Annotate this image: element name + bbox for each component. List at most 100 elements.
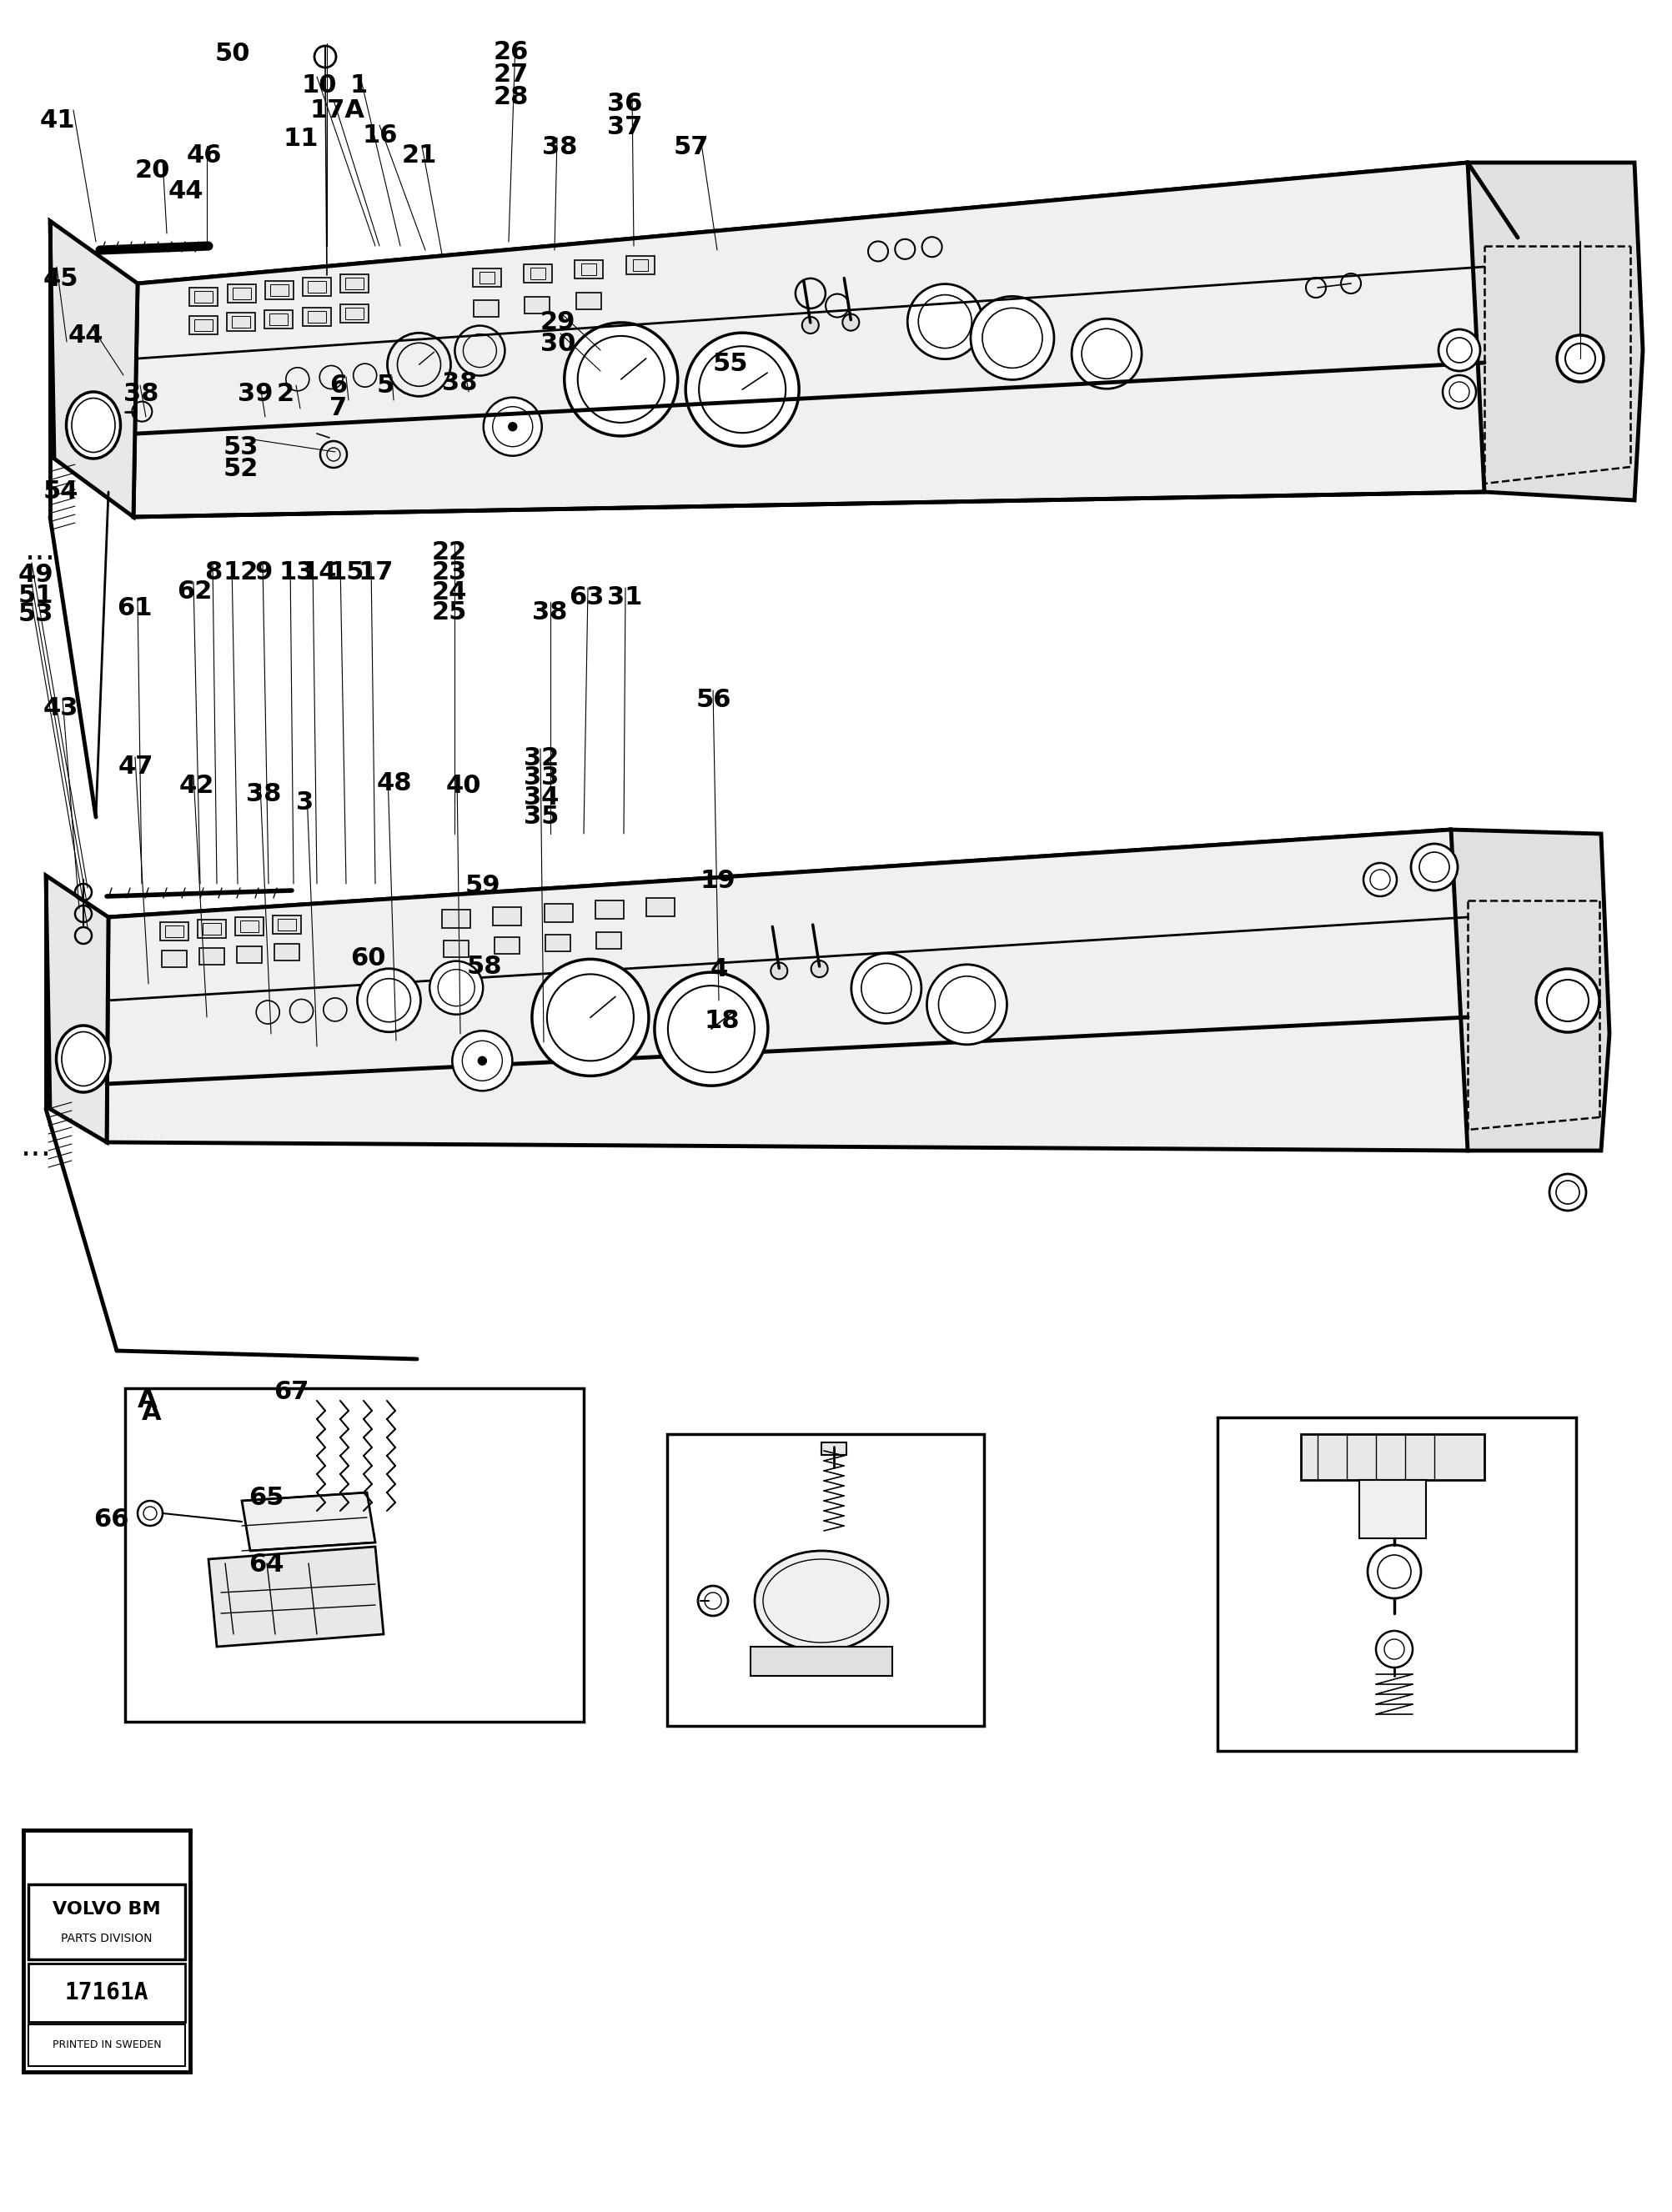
Bar: [28, 1885, 186, 1960]
Bar: [264, 310, 293, 330]
Bar: [273, 916, 301, 933]
Circle shape: [483, 398, 542, 456]
Text: 30: 30: [540, 332, 575, 356]
Text: 38: 38: [246, 783, 281, 805]
Bar: [161, 951, 186, 967]
Polygon shape: [1450, 830, 1608, 1150]
Bar: [308, 281, 326, 292]
Text: 59: 59: [465, 874, 500, 898]
Text: 25: 25: [431, 599, 466, 624]
Text: ...: ...: [20, 1130, 52, 1161]
Bar: [545, 936, 570, 951]
Bar: [303, 307, 331, 325]
Text: 21: 21: [401, 144, 436, 168]
Bar: [625, 257, 654, 274]
Bar: [23, 1829, 191, 2073]
Text: 10: 10: [301, 73, 338, 97]
Bar: [441, 909, 470, 929]
Circle shape: [532, 960, 649, 1075]
Text: 6: 6: [329, 374, 348, 398]
Circle shape: [843, 314, 859, 330]
Bar: [821, 1442, 846, 1455]
Bar: [478, 272, 493, 283]
Circle shape: [811, 960, 828, 978]
Text: 57: 57: [674, 135, 709, 159]
Text: 7: 7: [329, 396, 346, 420]
Text: 18: 18: [704, 1009, 739, 1033]
Bar: [236, 918, 264, 936]
Bar: [523, 265, 552, 283]
Polygon shape: [109, 830, 1500, 925]
Ellipse shape: [57, 1026, 110, 1093]
Text: 54: 54: [43, 480, 79, 504]
Circle shape: [451, 1031, 512, 1091]
Bar: [667, 1433, 983, 1725]
Polygon shape: [50, 221, 137, 518]
Bar: [236, 947, 261, 962]
Text: 49: 49: [18, 562, 54, 586]
Text: 13: 13: [279, 560, 314, 584]
Bar: [751, 1646, 891, 1677]
Circle shape: [686, 332, 799, 447]
Bar: [645, 898, 674, 916]
Bar: [525, 296, 550, 314]
Bar: [472, 268, 500, 288]
Bar: [495, 938, 520, 953]
Bar: [166, 925, 184, 938]
Text: 53: 53: [18, 602, 54, 626]
Text: 65: 65: [249, 1486, 284, 1511]
Bar: [125, 1389, 584, 1721]
Text: 58: 58: [466, 956, 502, 980]
Bar: [543, 905, 572, 922]
Bar: [28, 1964, 186, 2022]
Bar: [339, 305, 368, 323]
Text: 56: 56: [696, 688, 731, 712]
Circle shape: [430, 960, 483, 1015]
Text: 53: 53: [224, 436, 259, 460]
Text: 2: 2: [278, 383, 294, 407]
Text: 27: 27: [493, 62, 528, 86]
Text: 17: 17: [358, 560, 393, 584]
Text: 17161A: 17161A: [65, 1982, 149, 2004]
Text: 3: 3: [296, 790, 314, 814]
Text: 19: 19: [701, 869, 736, 894]
Bar: [575, 292, 600, 310]
Text: 62: 62: [177, 580, 212, 604]
Text: 5: 5: [376, 374, 395, 398]
Text: 37: 37: [607, 115, 642, 139]
Bar: [194, 290, 212, 303]
Text: 11: 11: [283, 126, 319, 150]
Bar: [575, 261, 604, 279]
Bar: [443, 940, 468, 958]
Bar: [303, 279, 331, 296]
Text: 47: 47: [119, 754, 154, 779]
Bar: [582, 263, 597, 274]
Text: 43: 43: [43, 697, 79, 721]
Text: 33: 33: [523, 765, 558, 790]
Text: 14: 14: [301, 560, 338, 584]
Bar: [530, 268, 545, 279]
Text: 61: 61: [117, 597, 152, 619]
Circle shape: [563, 323, 677, 436]
Bar: [189, 288, 217, 305]
Text: 50: 50: [216, 42, 251, 66]
Circle shape: [771, 962, 788, 980]
Bar: [202, 922, 221, 936]
Text: 20: 20: [135, 159, 171, 184]
Text: 9: 9: [254, 560, 273, 584]
Circle shape: [801, 316, 818, 334]
Text: A: A: [137, 1389, 157, 1413]
Circle shape: [906, 283, 981, 358]
Text: 64: 64: [249, 1553, 284, 1577]
Bar: [227, 283, 256, 303]
Text: 35: 35: [523, 805, 558, 830]
Bar: [1301, 1433, 1483, 1480]
Text: 44: 44: [169, 179, 204, 204]
Bar: [269, 285, 288, 296]
Text: 52: 52: [224, 458, 259, 480]
Ellipse shape: [754, 1551, 888, 1650]
Bar: [595, 900, 624, 918]
Text: 38: 38: [124, 383, 159, 407]
Circle shape: [1557, 336, 1603, 383]
Circle shape: [1368, 1544, 1420, 1599]
